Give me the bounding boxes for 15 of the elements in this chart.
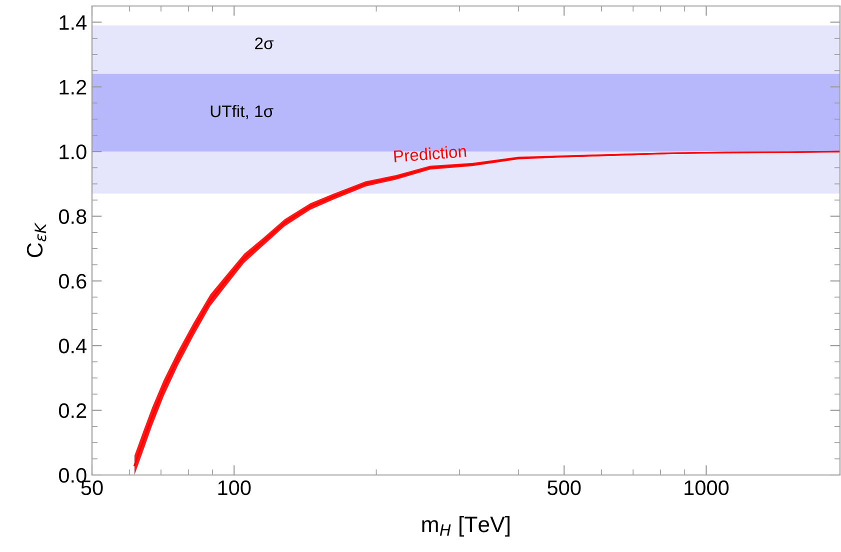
y-tick-label: 0.2	[58, 403, 86, 418]
y-axis-title: C$_{εK}$	[26, 222, 46, 258]
x-tick-label: 500	[548, 480, 581, 496]
y-tick-label: 0.8	[58, 209, 86, 224]
series-label: Prediction	[394, 144, 466, 162]
x-tick-label: 1000	[684, 480, 729, 496]
band-label: UTfit, 1σ	[210, 104, 274, 120]
y-tick-label: 0.4	[58, 338, 87, 354]
y-tick-label: 1.2	[60, 80, 86, 94]
x-axis-title: m$_{H}$ [TeV]	[422, 516, 510, 537]
x-tick-label: 100	[218, 480, 251, 496]
band-label: 2σ	[255, 37, 274, 50]
y-tick-label: 0.6	[58, 274, 86, 289]
y-tick-label: 1.4	[60, 15, 87, 30]
y-tick-label: 1.0	[60, 144, 86, 160]
